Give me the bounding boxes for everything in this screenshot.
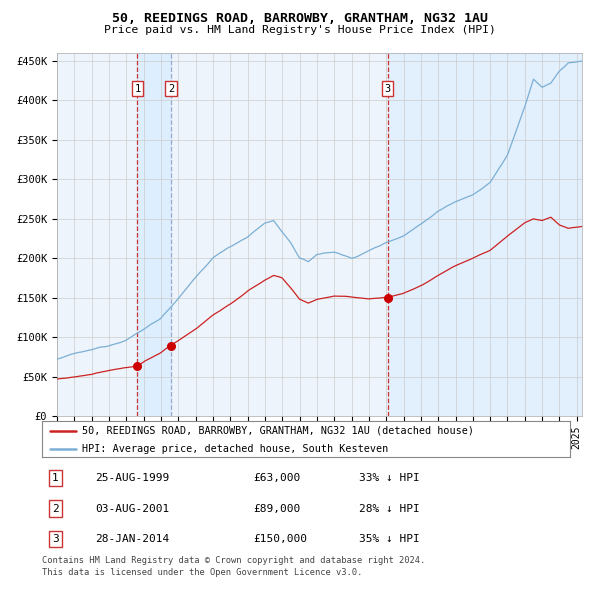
Text: HPI: Average price, detached house, South Kesteven: HPI: Average price, detached house, Sout… xyxy=(82,444,388,454)
Text: 50, REEDINGS ROAD, BARROWBY, GRANTHAM, NG32 1AU: 50, REEDINGS ROAD, BARROWBY, GRANTHAM, N… xyxy=(112,12,488,25)
Text: 33% ↓ HPI: 33% ↓ HPI xyxy=(359,473,419,483)
Text: 2: 2 xyxy=(52,504,59,514)
Text: Price paid vs. HM Land Registry's House Price Index (HPI): Price paid vs. HM Land Registry's House … xyxy=(104,25,496,35)
Text: Contains HM Land Registry data © Crown copyright and database right 2024.: Contains HM Land Registry data © Crown c… xyxy=(42,556,425,565)
Text: 25-AUG-1999: 25-AUG-1999 xyxy=(95,473,169,483)
Text: 3: 3 xyxy=(52,534,59,544)
Text: 2: 2 xyxy=(168,84,175,94)
Text: This data is licensed under the Open Government Licence v3.0.: This data is licensed under the Open Gov… xyxy=(42,568,362,576)
Text: 35% ↓ HPI: 35% ↓ HPI xyxy=(359,534,419,544)
Bar xyxy=(137,53,171,416)
Text: 28-JAN-2014: 28-JAN-2014 xyxy=(95,534,169,544)
Text: 1: 1 xyxy=(52,473,59,483)
Text: 03-AUG-2001: 03-AUG-2001 xyxy=(95,504,169,514)
Bar xyxy=(388,53,600,416)
Text: 50, REEDINGS ROAD, BARROWBY, GRANTHAM, NG32 1AU (detached house): 50, REEDINGS ROAD, BARROWBY, GRANTHAM, N… xyxy=(82,425,473,435)
Text: £150,000: £150,000 xyxy=(253,534,307,544)
Text: 28% ↓ HPI: 28% ↓ HPI xyxy=(359,504,419,514)
Text: £89,000: £89,000 xyxy=(253,504,301,514)
Text: 3: 3 xyxy=(385,84,391,94)
Text: 1: 1 xyxy=(134,84,140,94)
Text: £63,000: £63,000 xyxy=(253,473,301,483)
